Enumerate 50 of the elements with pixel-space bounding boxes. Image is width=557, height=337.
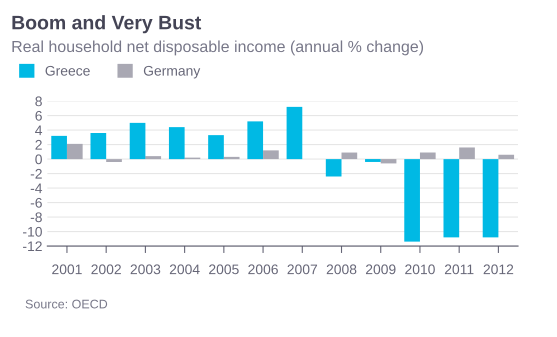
bar (51, 136, 67, 160)
bar (90, 132, 106, 160)
y-tick-label: 2 (35, 140, 42, 150)
y-tick-label: -10 (23, 226, 42, 237)
x-tick-label: 2012 (484, 264, 514, 274)
y-tick-label: 6 (35, 110, 42, 121)
bar (380, 159, 396, 164)
bar (130, 122, 146, 160)
bar (459, 147, 475, 160)
x-tick-label: 2010 (405, 264, 435, 274)
x-tick-label: 2005 (209, 264, 239, 274)
x-tick-label: 2004 (170, 264, 200, 274)
bar (247, 121, 264, 160)
source-note: Source: OECD (26, 300, 108, 308)
bar (420, 152, 436, 160)
legend-label: Germany (144, 66, 200, 78)
bar (66, 144, 83, 160)
x-tick-label: 2011 (444, 264, 474, 274)
legend-label: Greece (46, 66, 90, 76)
x-tick-label: 2009 (366, 264, 396, 274)
bar (263, 150, 279, 160)
x-tick-label: 2002 (91, 264, 121, 274)
bar (443, 159, 460, 238)
bar (342, 152, 358, 160)
y-tick-label: 8 (35, 96, 42, 106)
bar (498, 154, 514, 160)
y-tick-label: 0 (35, 154, 42, 164)
x-tick-label: 2001 (52, 264, 82, 274)
y-tick-label: -6 (30, 198, 42, 208)
x-tick-label: 2003 (130, 264, 160, 274)
bar (365, 159, 381, 162)
bar (208, 135, 224, 160)
bar (326, 159, 342, 176)
bar (145, 156, 162, 160)
y-tick-label: -8 (30, 212, 42, 222)
bar (224, 156, 240, 160)
x-tick-label: 2008 (326, 264, 356, 274)
chart-title: Boom and Very Bust (12, 15, 202, 34)
x-tick-label: 2007 (288, 264, 318, 274)
bar (404, 159, 420, 242)
bar (106, 159, 122, 162)
y-tick-label: 4 (35, 126, 42, 136)
bar (482, 159, 498, 238)
bar (286, 106, 302, 160)
x-tick-label: 2006 (248, 264, 278, 274)
bar (168, 127, 185, 160)
chart-subtitle: Real household net disposable income (annual % change) (12, 40, 424, 56)
y-tick-label: -4 (30, 184, 42, 194)
y-tick-label: -2 (30, 168, 42, 179)
y-tick-label: -12 (23, 241, 42, 252)
